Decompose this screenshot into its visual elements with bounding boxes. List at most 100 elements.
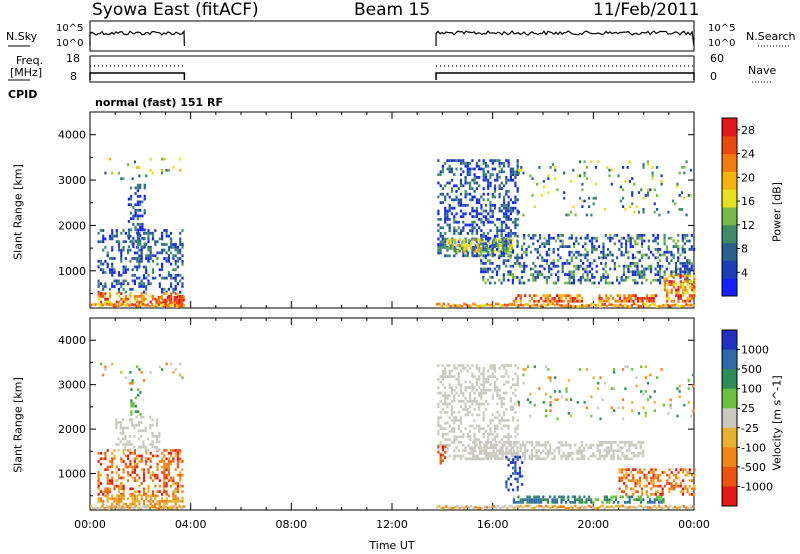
velocity-cell: [569, 446, 572, 450]
power-cell: [581, 182, 584, 186]
velocity-cell: [144, 505, 147, 508]
power-cell: [562, 304, 566, 308]
power-cell: [518, 264, 521, 268]
velocity-cell: [482, 457, 485, 461]
power-cell: [683, 262, 687, 265]
power-cell: [493, 167, 497, 171]
velocity-cell: [469, 435, 472, 439]
power-cell: [482, 223, 485, 227]
power-cell: [462, 162, 465, 165]
velocity-cell: [639, 446, 642, 450]
power-cell: [517, 210, 520, 214]
velocity-cell: [172, 371, 175, 374]
power-cell: [455, 167, 458, 171]
velocity-cell: [610, 505, 613, 508]
velocity-cell: [628, 501, 631, 504]
velocity-cell: [151, 473, 155, 477]
velocity-cell: [667, 506, 670, 510]
velocity-cell: [621, 495, 624, 499]
power-cell: [633, 302, 636, 306]
power-cell: [531, 194, 534, 197]
power-cell: [585, 213, 588, 217]
velocity-cell: [687, 379, 690, 382]
power-cell: [124, 257, 127, 260]
power-cell: [161, 237, 164, 241]
velocity-cell: [493, 424, 497, 428]
velocity-cell: [645, 484, 648, 488]
power-cell: [115, 240, 118, 244]
power-cell: [495, 248, 499, 251]
cpid-value: normal (fast) 151 RF: [95, 96, 223, 109]
power-cell: [505, 239, 508, 243]
power-cell: [165, 290, 168, 294]
velocity-cell: [516, 380, 519, 384]
power-cell: [161, 248, 164, 252]
power-cell: [500, 234, 503, 237]
velocity-cell: [179, 473, 182, 477]
power-cell: [666, 299, 669, 303]
power-cell: [618, 294, 621, 297]
power-cell: [681, 288, 685, 292]
power-cell: [104, 237, 107, 241]
velocity-cell: [503, 419, 506, 422]
velocity-cell: [672, 484, 676, 488]
power-cell: [507, 206, 510, 210]
velocity-cell: [94, 506, 97, 510]
power-cell: [138, 265, 141, 269]
velocity-cell: [504, 505, 507, 508]
velocity-cell: [115, 494, 118, 498]
power-cell: [536, 273, 539, 276]
power-cell: [579, 278, 582, 282]
velocity-cell: [459, 419, 463, 422]
power-cell: [681, 294, 685, 297]
power-cell: [484, 218, 488, 221]
power-cell: [555, 299, 558, 303]
velocity-cell: [516, 485, 519, 489]
power-cell: [498, 192, 501, 196]
velocity-cell: [149, 451, 152, 455]
power-cell: [501, 238, 504, 242]
velocity-cell: [176, 457, 179, 461]
velocity-cell: [111, 462, 114, 466]
power-cell: [142, 282, 146, 286]
velocity-cell: [99, 490, 102, 493]
velocity-cell: [512, 377, 515, 381]
power-cell: [470, 244, 473, 247]
velocity-cell: [542, 401, 545, 404]
power-cell: [122, 248, 125, 252]
power-cell: [181, 254, 184, 258]
power-cell: [512, 299, 515, 303]
velocity-cell: [117, 506, 120, 510]
velocity-cell: [438, 505, 441, 508]
velocity-cell: [127, 449, 130, 452]
power-cell: [602, 248, 605, 251]
power-cell: [571, 305, 575, 308]
power-colorbar-band: [722, 153, 737, 172]
velocity-cell: [638, 482, 642, 485]
power-cell: [520, 245, 524, 248]
power-cell: [638, 259, 641, 262]
velocity-cell: [605, 505, 609, 509]
power-cell: [475, 240, 478, 244]
power-cell: [505, 204, 508, 207]
power-cell: [127, 297, 130, 301]
power-cell: [129, 259, 132, 263]
velocity-cell: [122, 460, 125, 463]
power-cell: [678, 171, 681, 175]
power-cell: [572, 242, 576, 246]
power-cell: [469, 212, 472, 216]
velocity-cell: [516, 419, 519, 422]
power-cell: [629, 262, 632, 265]
power-cell: [671, 303, 674, 307]
power-cell: [578, 299, 581, 303]
velocity-cell: [455, 419, 458, 422]
power-cell: [476, 305, 479, 308]
velocity-cell: [690, 414, 693, 418]
velocity-cell: [519, 501, 522, 504]
velocity-cell: [688, 493, 691, 496]
velocity-cell: [512, 498, 515, 501]
power-cell: [437, 243, 440, 246]
power-cell: [505, 226, 508, 230]
power-cell: [172, 166, 175, 169]
velocity-cell: [553, 454, 556, 458]
